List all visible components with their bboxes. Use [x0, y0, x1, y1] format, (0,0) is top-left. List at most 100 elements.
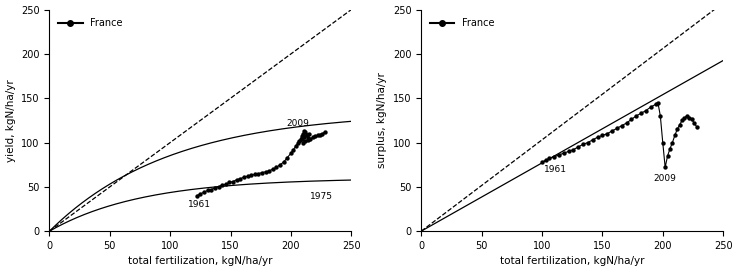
Point — [275, 162, 286, 167]
Point — [297, 140, 309, 145]
Point — [640, 109, 652, 113]
Point — [209, 186, 221, 190]
Point — [676, 118, 688, 123]
X-axis label: total fertilization, kgN/ha/yr: total fertilization, kgN/ha/yr — [128, 256, 272, 267]
Point — [263, 169, 275, 173]
Point — [260, 170, 272, 174]
Point — [227, 179, 239, 184]
X-axis label: total fertilization, kgN/ha/yr: total fertilization, kgN/ha/yr — [500, 256, 644, 267]
Point — [231, 178, 243, 182]
Point — [592, 135, 604, 139]
Point — [303, 131, 315, 136]
Point — [606, 129, 618, 133]
Point — [568, 147, 579, 152]
Text: 2009: 2009 — [286, 119, 309, 128]
Point — [662, 154, 674, 158]
Point — [296, 134, 308, 138]
Legend: France: France — [426, 14, 498, 32]
Point — [314, 132, 326, 137]
Point — [611, 126, 623, 131]
Point — [649, 102, 661, 107]
Point — [224, 180, 235, 185]
Point — [621, 121, 632, 125]
Point — [201, 188, 213, 193]
Point — [691, 124, 703, 129]
Point — [297, 131, 309, 136]
Point — [664, 147, 676, 151]
Text: 1961: 1961 — [187, 200, 210, 209]
Point — [553, 153, 565, 157]
Point — [216, 183, 228, 187]
Point — [683, 116, 695, 120]
Point — [536, 160, 548, 164]
Point — [300, 130, 311, 134]
Point — [294, 138, 306, 143]
Point — [678, 116, 690, 120]
Point — [302, 138, 314, 142]
Point — [290, 144, 302, 148]
Point — [296, 137, 308, 141]
Point — [596, 133, 608, 138]
Point — [543, 156, 555, 161]
Point — [681, 114, 693, 118]
Point — [238, 175, 249, 179]
Point — [686, 117, 697, 122]
Point — [301, 133, 313, 138]
Text: 1961: 1961 — [545, 165, 568, 174]
Text: 2009: 2009 — [653, 174, 676, 183]
Y-axis label: yield, kgN/ha/yr: yield, kgN/ha/yr — [6, 79, 15, 162]
Legend: France: France — [55, 14, 127, 32]
Point — [304, 137, 316, 141]
Point — [548, 154, 560, 159]
Point — [252, 171, 264, 176]
Point — [558, 151, 570, 155]
Point — [625, 117, 637, 122]
Point — [672, 127, 683, 131]
Point — [249, 172, 261, 177]
Point — [652, 100, 663, 105]
Point — [655, 114, 666, 118]
Point — [241, 174, 253, 178]
Point — [292, 140, 304, 145]
Point — [301, 133, 313, 138]
Point — [281, 155, 293, 160]
Point — [235, 177, 246, 181]
Point — [205, 187, 217, 192]
Point — [277, 160, 289, 164]
Point — [630, 114, 642, 118]
Point — [615, 123, 627, 128]
Point — [300, 138, 311, 143]
Point — [288, 147, 300, 152]
Point — [267, 167, 279, 171]
Point — [689, 121, 700, 125]
Point — [271, 165, 283, 169]
Point — [198, 190, 210, 194]
Point — [298, 129, 310, 133]
Text: 1975: 1975 — [310, 192, 334, 201]
Point — [674, 123, 686, 127]
Point — [601, 131, 613, 136]
Point — [582, 140, 594, 145]
Point — [669, 133, 680, 138]
Point — [657, 140, 669, 145]
Point — [659, 165, 671, 169]
Point — [319, 130, 331, 134]
Point — [195, 192, 207, 196]
Point — [191, 194, 203, 198]
Point — [213, 185, 224, 189]
Point — [562, 149, 574, 154]
Point — [220, 182, 232, 186]
Point — [298, 135, 310, 139]
Point — [645, 105, 657, 109]
Point — [311, 133, 323, 138]
Point — [302, 136, 314, 140]
Point — [256, 171, 268, 175]
Point — [666, 140, 678, 145]
Point — [572, 145, 584, 149]
Point — [577, 142, 589, 146]
Point — [317, 131, 328, 136]
Y-axis label: surplus, kgN/ha/yr: surplus, kgN/ha/yr — [377, 72, 387, 168]
Point — [294, 137, 306, 141]
Point — [309, 134, 321, 138]
Point — [587, 138, 599, 142]
